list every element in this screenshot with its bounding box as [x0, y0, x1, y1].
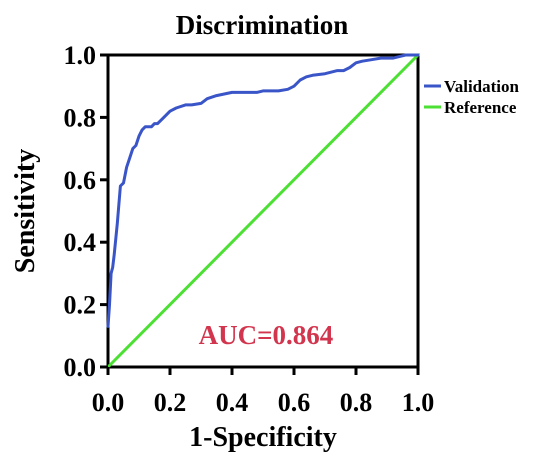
x-tick-label: 0.0 [92, 388, 125, 417]
legend-label-reference: Reference [444, 98, 517, 117]
plot-border [106, 53, 420, 369]
x-tick-label: 0.4 [216, 388, 249, 417]
chart-title: Discrimination [176, 10, 349, 40]
y-tick-label: 0.0 [64, 353, 97, 382]
x-axis-ticks: 0.0 0.2 0.4 0.6 0.8 1.0 [92, 367, 435, 417]
x-tick-label: 0.6 [278, 388, 311, 417]
y-tick-label: 0.2 [64, 291, 97, 320]
y-tick-label: 0.4 [64, 228, 97, 257]
y-axis-title: Sensitivity [10, 149, 41, 273]
legend-label-validation: Validation [444, 77, 520, 96]
x-tick-label: 0.2 [154, 388, 187, 417]
series-line-validation [106, 53, 420, 328]
y-tick-label: 1.0 [64, 41, 97, 70]
auc-annotation: AUC=0.864 [199, 320, 334, 350]
y-tick-label: 0.6 [64, 166, 97, 195]
y-tick-label: 0.8 [64, 103, 97, 132]
plot-area [106, 53, 420, 369]
series-layer [106, 53, 420, 369]
legend: Validation Reference [424, 77, 520, 117]
x-tick-label: 0.8 [340, 388, 373, 417]
x-tick-label: 1.0 [402, 388, 435, 417]
x-axis-title: 1-Specificity [189, 422, 337, 453]
series-line-reference [106, 53, 420, 369]
y-axis-ticks: 0.0 0.2 0.4 0.6 0.8 1.0 [64, 41, 108, 382]
